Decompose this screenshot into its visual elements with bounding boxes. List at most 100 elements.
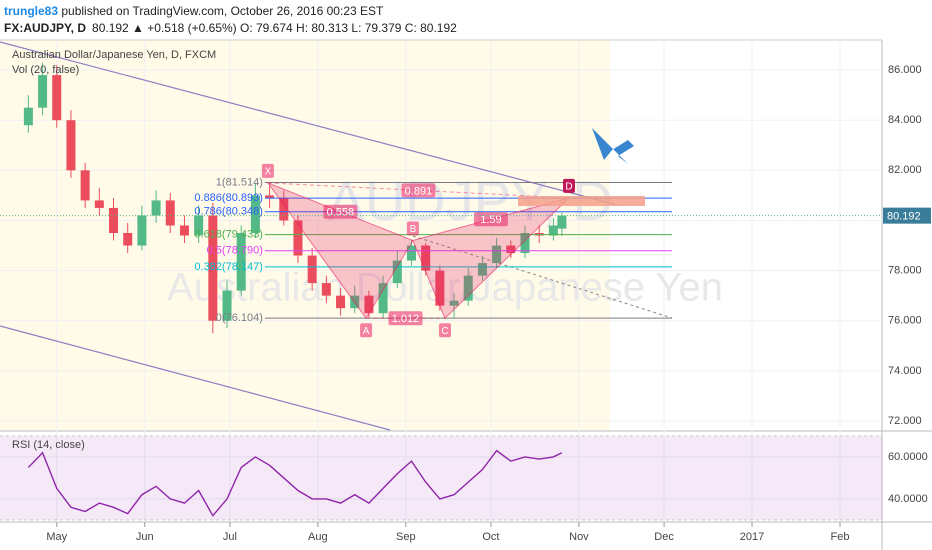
candle-body bbox=[38, 75, 48, 108]
candle-body bbox=[449, 300, 459, 306]
fib-label: 0.382(78.147) bbox=[194, 261, 263, 273]
ratio-label: 1.012 bbox=[392, 313, 420, 325]
x-tick-label: Jul bbox=[223, 531, 237, 543]
candle-body bbox=[123, 232, 133, 246]
candle-body bbox=[52, 75, 62, 121]
x-tick-label: Feb bbox=[831, 531, 850, 543]
y-tick-label: 72.000 bbox=[888, 415, 922, 427]
arrow-icon bbox=[592, 128, 634, 164]
candle-body bbox=[208, 215, 218, 321]
point-label: X bbox=[265, 167, 272, 178]
y-tick-label: 74.000 bbox=[888, 365, 922, 377]
plot: 1(81.514) 0.886(80.893) 0.786(80.348) 0.618… bbox=[0, 62, 882, 521]
rsi-band bbox=[0, 435, 882, 520]
candle-body bbox=[293, 220, 303, 256]
point-box bbox=[438, 323, 451, 338]
candle-body bbox=[307, 255, 317, 284]
candle-body bbox=[392, 260, 402, 284]
trend-line bbox=[0, 41, 618, 206]
last-price-label: 80.192 bbox=[887, 211, 921, 223]
candle-body bbox=[165, 200, 175, 226]
point-box bbox=[261, 163, 274, 178]
candle-body bbox=[80, 170, 90, 201]
x-tick-label: Sep bbox=[396, 531, 416, 543]
x-tick-label: Nov bbox=[569, 531, 589, 543]
last-price-box bbox=[883, 207, 931, 224]
ratio-label: 1.59 bbox=[480, 214, 501, 226]
x-tick-label: 2017 bbox=[740, 531, 764, 543]
ratio-box bbox=[473, 212, 508, 227]
point-label: A bbox=[363, 326, 370, 337]
candle-body bbox=[23, 107, 33, 126]
quote-line: FX:AUDJPY, D 80.192 ▲ +0.518 (+0.65%) O: … bbox=[4, 21, 457, 35]
published: published on TradingView.com, October 26… bbox=[58, 4, 384, 18]
point-label: D bbox=[565, 182, 572, 193]
rsi-title: RSI (14, close) bbox=[12, 439, 85, 451]
candle-body bbox=[336, 295, 346, 309]
candle-body bbox=[279, 197, 289, 221]
candle-body bbox=[250, 195, 260, 233]
candle-body bbox=[406, 245, 416, 261]
quote: 80.192 ▲ +0.518 (+0.65%) O: 79.674 H: 80… bbox=[92, 21, 457, 35]
candle-body bbox=[548, 225, 558, 236]
candle-body bbox=[236, 232, 246, 291]
volume-title: Vol (20, false) bbox=[12, 64, 79, 76]
candle-body bbox=[321, 283, 331, 296]
rsi-line bbox=[27, 449, 563, 517]
candle-body bbox=[477, 263, 487, 276]
candle-body bbox=[179, 225, 189, 236]
candle-body bbox=[137, 215, 147, 246]
candle-body bbox=[520, 232, 530, 254]
candle-body bbox=[506, 245, 516, 254]
y-tick-label: 84.000 bbox=[888, 114, 922, 126]
trend-line bbox=[0, 325, 391, 431]
y-tick-label: 76.000 bbox=[888, 315, 922, 327]
y-tick-label: 82.000 bbox=[888, 164, 922, 176]
candle-body bbox=[364, 295, 374, 314]
candle-body bbox=[265, 195, 275, 198]
point-box bbox=[406, 221, 419, 236]
candle-body bbox=[151, 200, 161, 216]
series-title: Australian Dollar/Japanese Yen, D, FXCM bbox=[12, 49, 216, 61]
candle-body bbox=[194, 215, 204, 236]
point-box bbox=[360, 323, 373, 338]
candle-body bbox=[435, 270, 445, 306]
candle-body bbox=[378, 283, 388, 314]
candle-body bbox=[463, 275, 473, 301]
x-tick-label: Dec bbox=[654, 531, 674, 543]
x-tick-label: Oct bbox=[482, 531, 499, 543]
y-tick-label: 40.0000 bbox=[888, 493, 928, 505]
y-tick-label: 60.0000 bbox=[888, 451, 928, 463]
candle-body bbox=[222, 290, 232, 321]
ratio-label: 0.558 bbox=[327, 207, 355, 219]
fib-label: 0.886(80.893) bbox=[194, 192, 263, 204]
point-label: B bbox=[410, 224, 417, 235]
x-tick-label: Aug bbox=[308, 531, 328, 543]
y-tick-label: 86.000 bbox=[888, 64, 922, 76]
fib-label: 0.5(78.790) bbox=[207, 245, 263, 257]
publisher: trungle83 published on TradingView.com, … bbox=[4, 4, 384, 18]
candle-body bbox=[94, 200, 104, 208]
x-tick-label: Jun bbox=[136, 531, 154, 543]
point-box bbox=[562, 178, 575, 193]
candle-body bbox=[492, 245, 502, 264]
fib-label: 0(76.104) bbox=[216, 312, 263, 324]
candle-body bbox=[109, 207, 119, 233]
symbol: FX:AUDJPY, D bbox=[4, 21, 86, 35]
ratio-label: 0.891 bbox=[405, 185, 433, 197]
publisher-name: trungle83 bbox=[4, 4, 58, 18]
point-label: C bbox=[441, 326, 448, 337]
fib-label: 0.618(79.433) bbox=[194, 229, 263, 241]
reversal-zone bbox=[518, 196, 645, 206]
ratio-box bbox=[401, 183, 436, 198]
ratio-box bbox=[388, 311, 423, 326]
candle-body bbox=[421, 245, 431, 271]
fib-label: 1(81.514) bbox=[216, 176, 263, 188]
x-tick-label: May bbox=[46, 531, 67, 543]
candle-body bbox=[557, 215, 567, 229]
candle-body bbox=[66, 120, 76, 171]
rsi-bg bbox=[0, 433, 882, 522]
y-tick-label: 78.000 bbox=[888, 264, 922, 276]
fib-label: 0.786(80.348) bbox=[194, 206, 263, 218]
